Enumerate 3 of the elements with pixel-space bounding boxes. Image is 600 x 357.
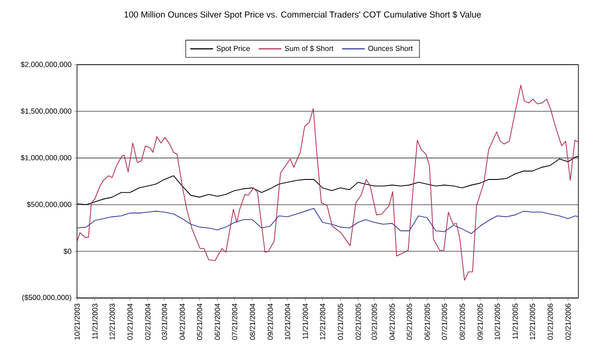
chart-title: 100 Million Ounces Silver Spot Price vs. Commercial Traders' COT Cumulative Short $ Value <box>124 11 481 20</box>
line-series <box>77 208 578 234</box>
line-series <box>77 84 578 281</box>
